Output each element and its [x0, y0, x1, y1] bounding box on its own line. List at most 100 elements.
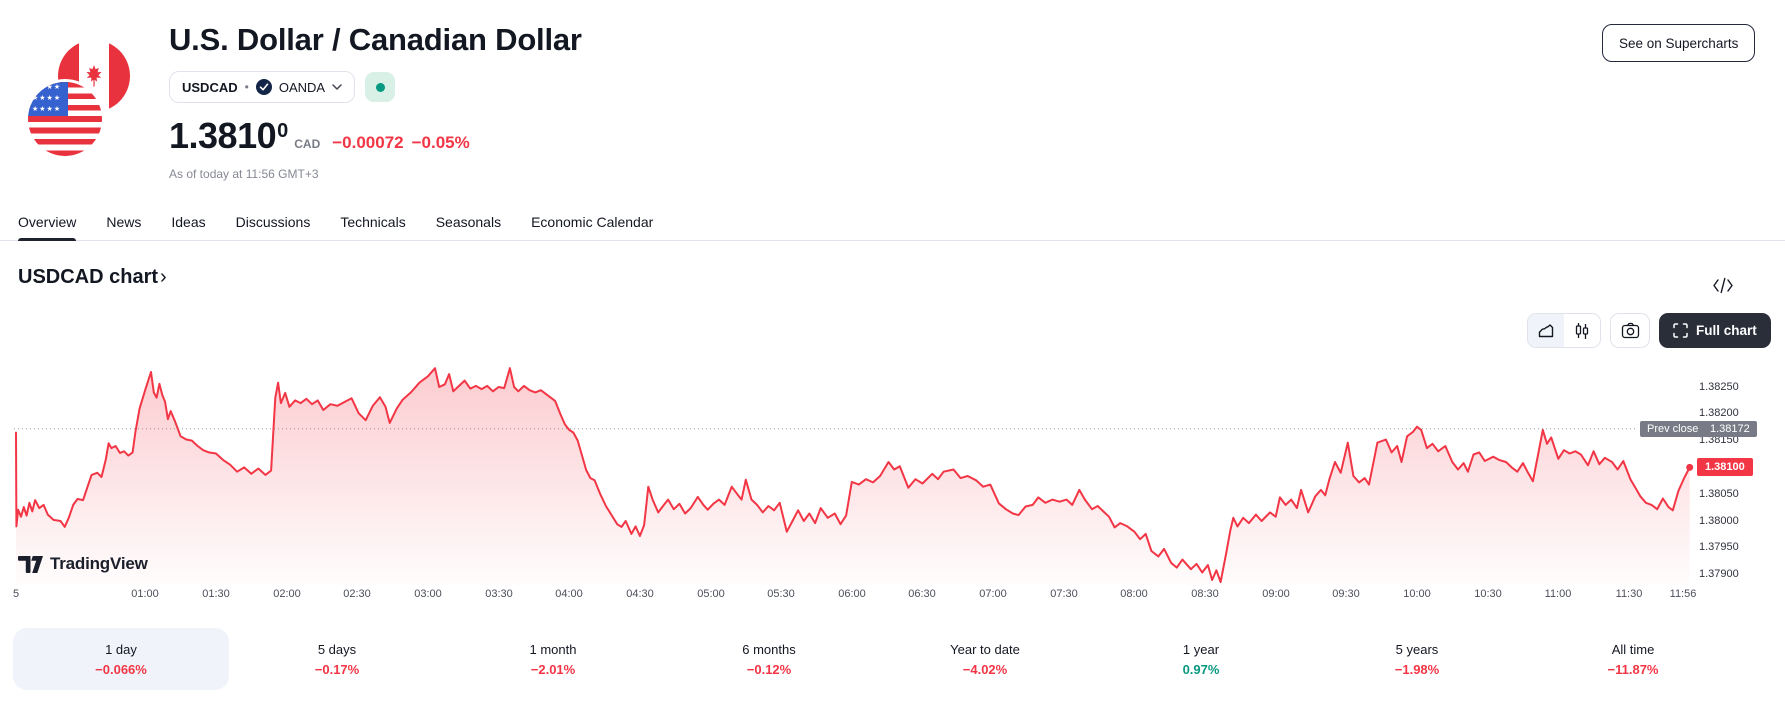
area-chart-type-button[interactable]	[1528, 314, 1564, 347]
prev-close-badge: Prev close	[1640, 421, 1706, 437]
range-change-value: −0.066%	[95, 661, 147, 677]
x-axis-label: 5	[12, 588, 20, 600]
area-chart-icon	[1538, 324, 1554, 338]
price-change: −0.00072	[332, 133, 404, 152]
symbol-switcher[interactable]: USDCAD • OANDA	[169, 71, 356, 103]
last-price-badge: 1.38100	[1697, 458, 1753, 476]
tab-economic-calendar[interactable]: Economic Calendar	[531, 214, 654, 230]
fullscreen-icon	[1673, 323, 1688, 338]
x-axis-label: 10:30	[1474, 588, 1502, 600]
range-change-value: −4.02%	[962, 661, 1008, 677]
price-chart[interactable]: 1.38250 1.38200 1.38150 1.38050 1.38000 1.379…	[0, 350, 1785, 600]
last-price-dot	[1686, 463, 1694, 471]
range-change-value: −1.98%	[1394, 661, 1440, 677]
range-1-day[interactable]: 1 day −0.066%	[13, 628, 229, 690]
x-axis-label: 11:00	[1544, 588, 1572, 600]
full-chart-label: Full chart	[1696, 323, 1757, 338]
x-axis-label: 08:00	[1120, 588, 1148, 600]
exchange-logo-icon	[255, 79, 272, 95]
market-open-dot-icon	[375, 82, 385, 92]
range-label: Year to date	[950, 641, 1020, 657]
section-tabs: Overview News Ideas Discussions Technicals Se…	[0, 204, 1785, 241]
range-label: 5 years	[1395, 641, 1439, 657]
price-change-percent: −0.05%	[411, 133, 470, 152]
range-5-years[interactable]: 5 years −1.98%	[1309, 628, 1525, 690]
x-axis-label: 11:30	[1615, 588, 1643, 600]
tab-seasonals[interactable]: Seasonals	[435, 214, 502, 230]
range-change-value: −0.17%	[314, 661, 360, 677]
market-status-indicator[interactable]	[365, 72, 396, 102]
chevron-right-icon: ›	[160, 266, 167, 288]
x-axis-label: 03:30	[485, 588, 513, 600]
tab-technicals[interactable]: Technicals	[340, 214, 406, 230]
x-axis-label: 04:30	[626, 588, 654, 600]
x-axis-label: 08:30	[1191, 588, 1219, 600]
y-axis-label: 1.38050	[1699, 488, 1739, 500]
chart-toolbar: Full chart	[1527, 313, 1771, 348]
range-all-time[interactable]: All time −11.87%	[1525, 628, 1741, 690]
candles-chart-type-button[interactable]	[1564, 314, 1600, 347]
y-axis-label: 1.37900	[1699, 568, 1739, 580]
candlestick-icon	[1575, 322, 1589, 339]
snapshot-button[interactable]	[1610, 313, 1650, 348]
maple-leaf-icon	[86, 65, 102, 87]
x-axis-label: 01:30	[202, 588, 230, 600]
y-axis-label: 1.38200	[1699, 407, 1739, 419]
see-on-supercharts-button[interactable]: See on Supercharts	[1602, 24, 1756, 62]
chart-plot[interactable]	[0, 350, 1785, 600]
range-label: All time	[1611, 641, 1655, 657]
chart-section-title-text: USDCAD chart	[18, 266, 159, 288]
chart-type-switcher	[1527, 313, 1601, 348]
tab-news[interactable]: News	[106, 214, 142, 230]
page-title: U.S. Dollar / Canadian Dollar	[169, 22, 582, 57]
range-1-year[interactable]: 1 year 0.97%	[1093, 628, 1309, 690]
embed-code-icon[interactable]	[1712, 277, 1734, 299]
tab-ideas[interactable]: Ideas	[171, 214, 206, 230]
range-6-months[interactable]: 6 months −0.12%	[661, 628, 877, 690]
range-year-to-date[interactable]: Year to date −4.02%	[877, 628, 1093, 690]
x-axis-label: 05:30	[767, 588, 795, 600]
prev-close-value-badge: 1.38172	[1703, 421, 1757, 437]
range-label: 1 year	[1182, 641, 1220, 657]
currency-code: CAD	[294, 137, 321, 151]
x-axis-label: 06:30	[908, 588, 936, 600]
chart-section-title[interactable]: USDCAD chart ›	[18, 266, 167, 289]
x-axis-label: 02:30	[343, 588, 371, 600]
range-change-value: 0.97%	[1182, 661, 1220, 677]
separator-dot: •	[244, 80, 249, 94]
y-axis-label: 1.37950	[1699, 541, 1739, 553]
tradingview-attribution[interactable]: TradingView	[18, 554, 148, 574]
x-axis-label: 11:56	[1669, 588, 1697, 600]
exchange-name: OANDA	[278, 79, 326, 95]
range-label: 1 day	[105, 641, 137, 657]
x-axis-label: 04:00	[555, 588, 583, 600]
date-range-bar: 1 day −0.066% 5 days −0.17% 1 month −2.01% 6 m…	[13, 628, 1741, 690]
range-5-days[interactable]: 5 days −0.17%	[229, 628, 445, 690]
y-axis-label: 1.38250	[1699, 381, 1739, 393]
x-axis-label: 05:00	[697, 588, 725, 600]
full-chart-button[interactable]: Full chart	[1659, 313, 1771, 348]
x-axis-label: 06:00	[838, 588, 866, 600]
us-flag-canton: ★★★★ ★★★★ ★★★★	[28, 82, 68, 116]
tab-discussions[interactable]: Discussions	[235, 214, 311, 230]
range-1-month[interactable]: 1 month −2.01%	[445, 628, 661, 690]
camera-icon	[1621, 322, 1639, 339]
x-axis-label: 02:00	[273, 588, 301, 600]
tab-overview[interactable]: Overview	[18, 204, 77, 241]
x-axis-label: 07:30	[1050, 588, 1078, 600]
last-price-fraction: 0	[277, 120, 289, 142]
area-fill	[16, 368, 1690, 585]
x-axis-label: 09:00	[1262, 588, 1290, 600]
as-of-timestamp: As of today at 11:56 GMT+3	[169, 167, 319, 181]
symbol-flags: ★★★★ ★★★★ ★★★★	[24, 40, 144, 165]
chevron-down-icon	[332, 84, 342, 90]
range-change-value: −2.01%	[530, 661, 576, 677]
price-row: 1.3810 0 CAD −0.00072 −0.05%	[169, 115, 582, 157]
range-label: 5 days	[317, 641, 357, 657]
x-axis-label: 07:00	[979, 588, 1007, 600]
range-label: 1 month	[529, 641, 577, 657]
range-change-value: −0.12%	[746, 661, 792, 677]
x-axis-label: 03:00	[414, 588, 442, 600]
y-axis-label: 1.38150	[1699, 434, 1739, 446]
range-label: 6 months	[742, 641, 796, 657]
